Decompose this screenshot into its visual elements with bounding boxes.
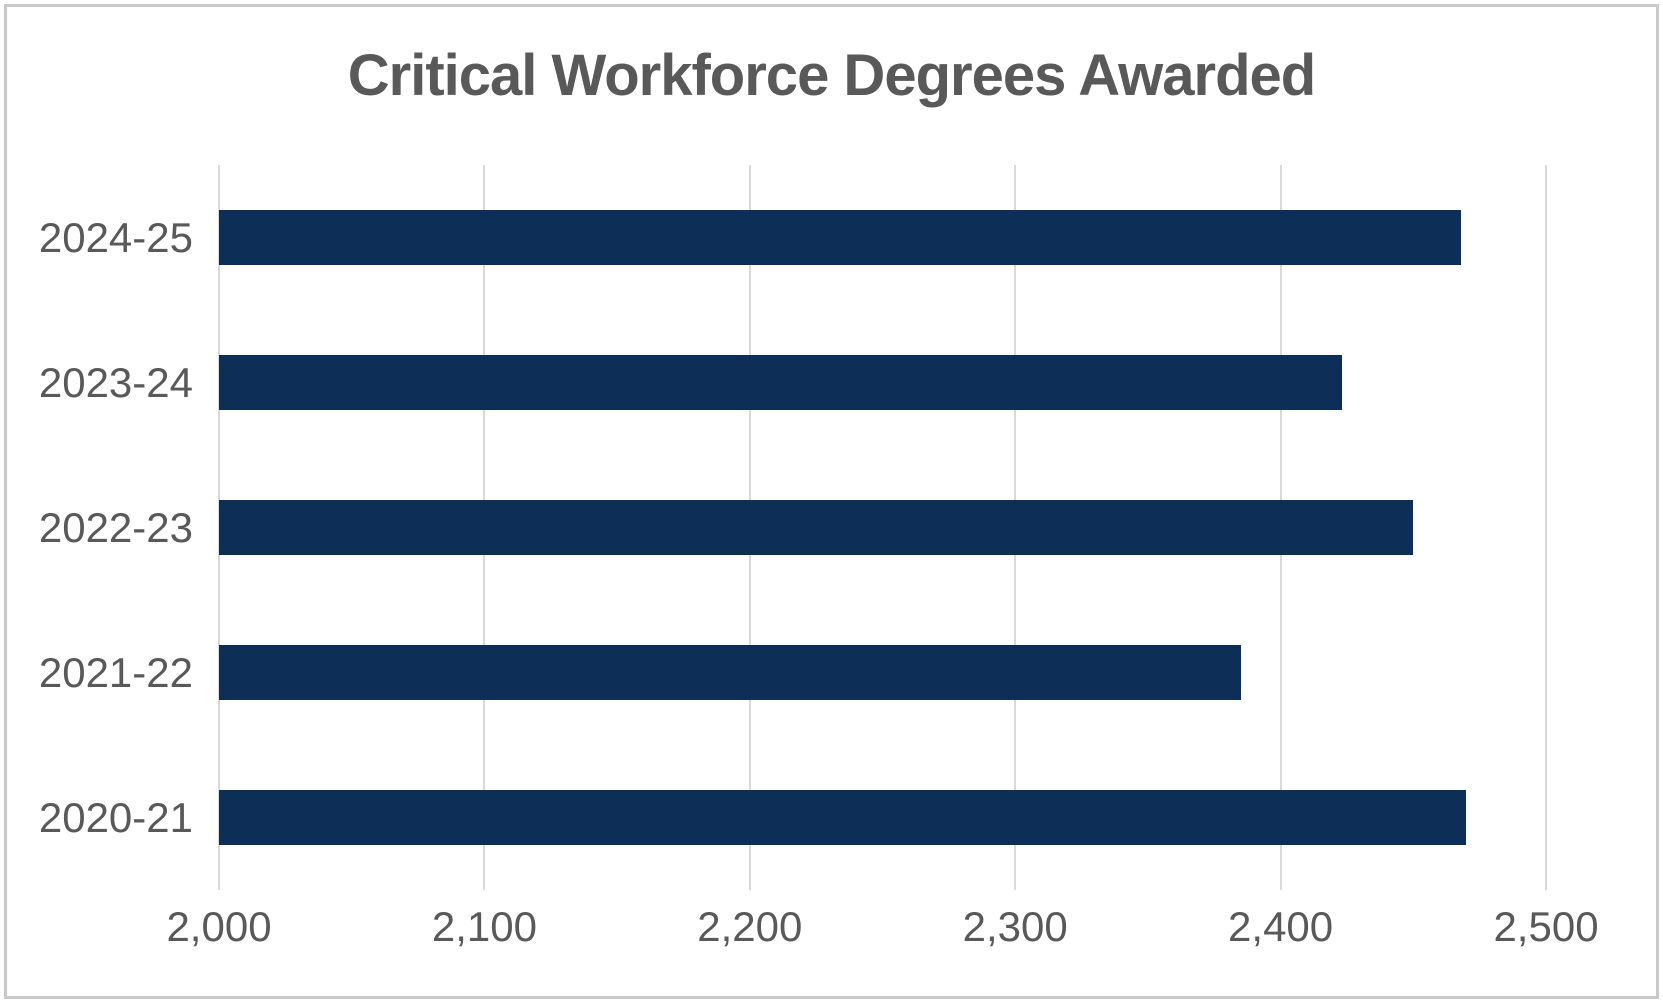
chart-body: 2024-25 2023-24 2022-23 2021-22 2020-21: [0, 165, 1663, 890]
bar-row-2020-21: [219, 745, 1546, 890]
x-tick-label-2100: 2,100: [431, 903, 537, 950]
value-axis: 2,000 2,100 2,200 2,300 2,400 2,500: [166, 903, 1598, 963]
bar-row-2023-24: [219, 310, 1546, 455]
category-label-2021-22: 2021-22: [38, 648, 193, 696]
plot-area: [218, 165, 1547, 890]
category-label-2024-25: 2024-25: [38, 213, 193, 261]
bar-2022-23: [219, 500, 1414, 555]
bar-row-2022-23: [219, 455, 1546, 600]
gridline-2500: [1545, 165, 1547, 890]
x-tick-label-2500: 2,500: [1493, 903, 1599, 950]
category-label-2022-23: 2022-23: [38, 503, 193, 551]
chart-title: Critical Workforce Degrees Awarded: [347, 43, 1316, 108]
bar-row-2024-25: [219, 165, 1546, 310]
category-axis: 2024-25 2023-24 2022-23 2021-22 2020-21: [0, 165, 219, 890]
bar-2024-25: [219, 210, 1462, 265]
x-tick-label-2200: 2,200: [697, 903, 803, 950]
bar-2020-21: [219, 790, 1467, 845]
bar-2023-24: [219, 355, 1342, 410]
x-tick-label-2300: 2,300: [962, 903, 1068, 950]
bar-row-2021-22: [219, 600, 1546, 745]
category-label-2020-21: 2020-21: [38, 793, 193, 841]
x-tick-label-2400: 2,400: [1228, 903, 1334, 950]
x-tick-label-2000: 2,000: [166, 903, 272, 950]
bar-rows: [219, 165, 1546, 890]
bar-2021-22: [219, 645, 1241, 700]
category-label-2023-24: 2023-24: [38, 358, 193, 406]
